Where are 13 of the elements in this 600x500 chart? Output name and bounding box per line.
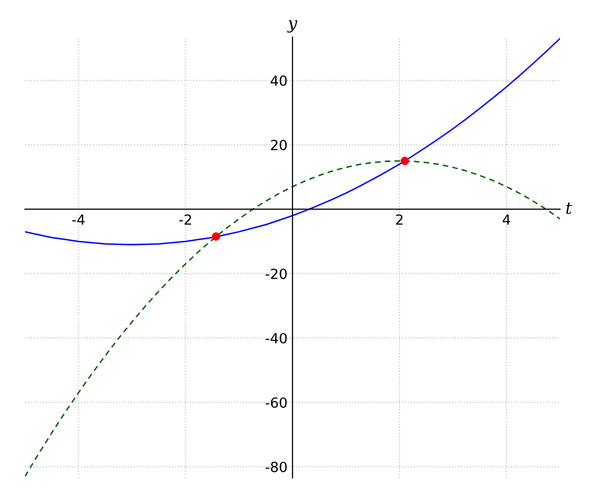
y-tick-label: -20 xyxy=(266,268,287,280)
y-tick-label: -60 xyxy=(266,397,287,408)
x-axis-title: t xyxy=(566,202,572,214)
y-tick-label: 40 xyxy=(270,75,287,86)
x-tick-label: 2 xyxy=(396,214,403,225)
line-series xyxy=(25,38,560,246)
y-tick-label: 20 xyxy=(270,140,287,150)
x-tick-label: -2 xyxy=(179,214,192,225)
y-axis-title: y xyxy=(287,20,298,33)
y-tick-label: -40 xyxy=(266,332,287,344)
x-tick-label: -4 xyxy=(72,214,85,225)
y-tick-label: -80 xyxy=(266,462,287,472)
x-tick-label: 4 xyxy=(502,214,510,225)
